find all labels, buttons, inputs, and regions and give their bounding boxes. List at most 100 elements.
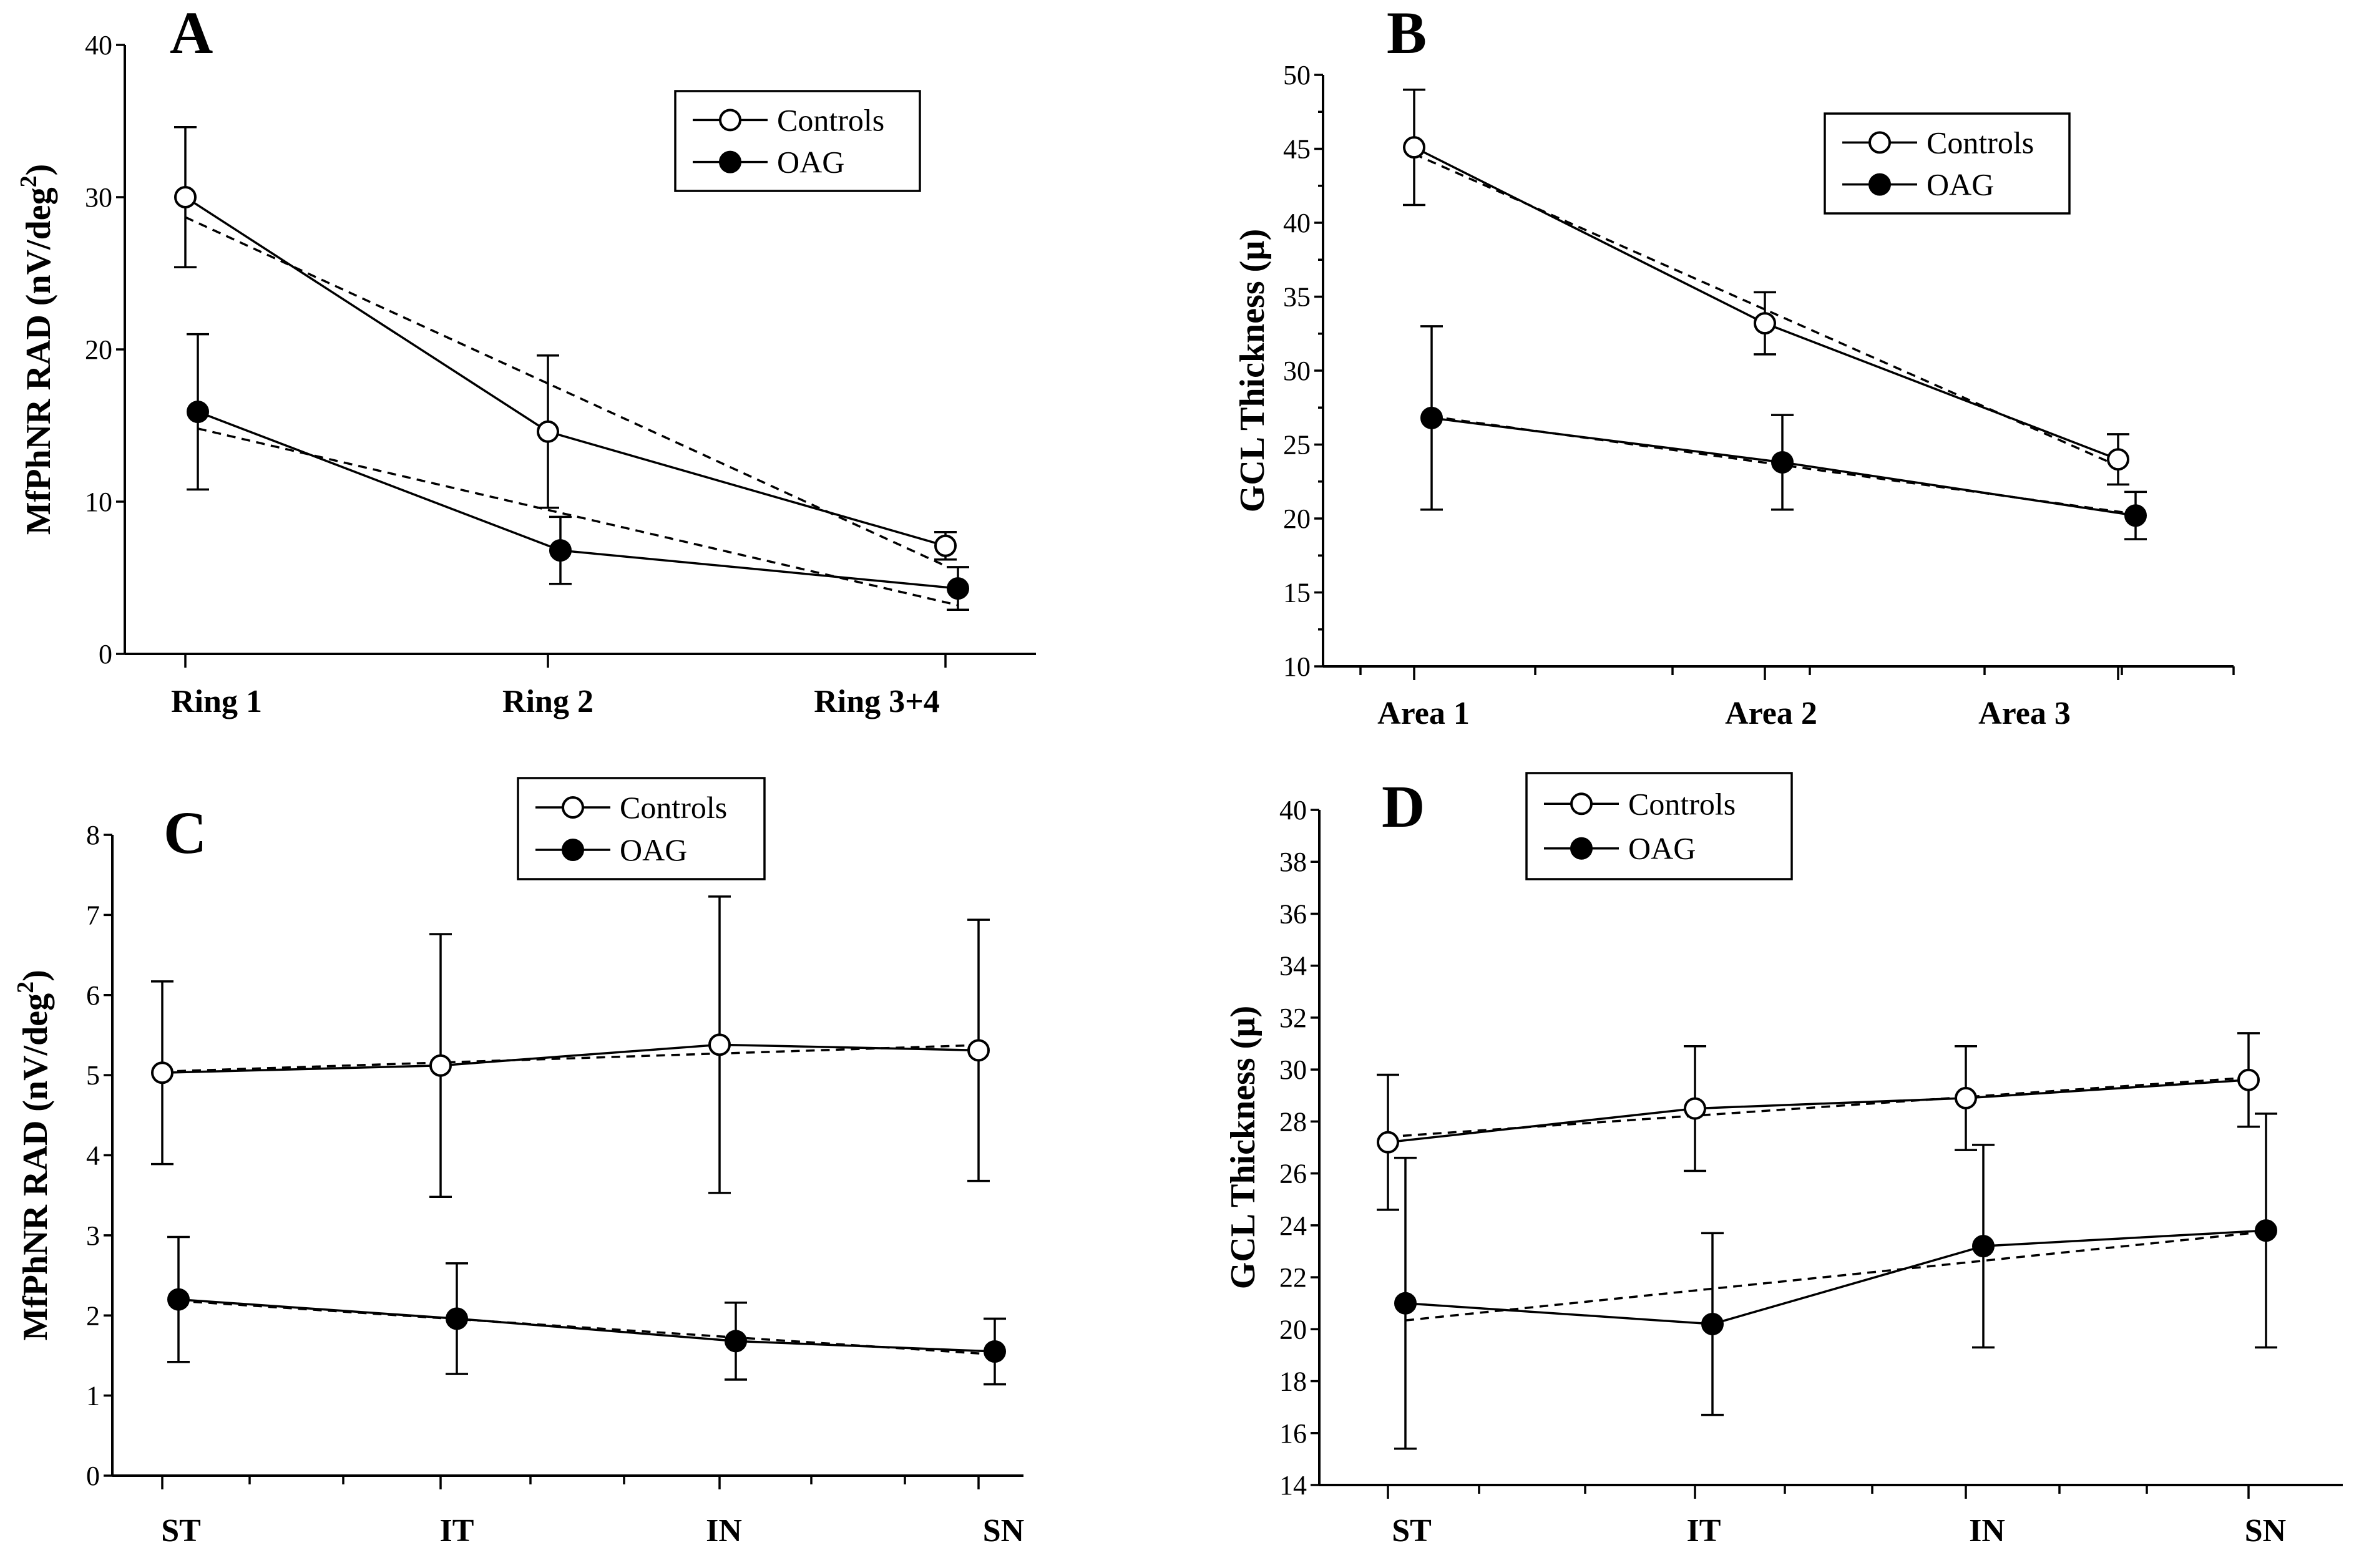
y-tick-label: 34 bbox=[1279, 951, 1307, 981]
data-point-oag bbox=[2255, 1219, 2277, 1242]
trendline-controls bbox=[162, 1044, 979, 1073]
trendline-oag bbox=[178, 1300, 995, 1356]
legend-marker bbox=[719, 109, 741, 132]
y-tick-label: 20 bbox=[1279, 1314, 1307, 1345]
legend-label: Controls bbox=[1628, 786, 1736, 821]
y-tick-label: 26 bbox=[1279, 1159, 1307, 1189]
y-axis-label-main: MfPhNR RAD (nV/deg bbox=[16, 993, 55, 1341]
y-tick-label: 10 bbox=[1283, 651, 1311, 682]
x-category-label: Area 3 bbox=[1978, 696, 2071, 731]
data-point-oag bbox=[1701, 1312, 1724, 1335]
trendline-controls bbox=[1414, 153, 2119, 467]
y-axis-label-superscript: 2 bbox=[16, 175, 42, 187]
series-line-controls bbox=[1387, 1079, 2249, 1144]
legend-box bbox=[1525, 772, 1793, 880]
y-tick-label: 5 bbox=[86, 1060, 100, 1091]
trendline-oag bbox=[197, 427, 959, 606]
y-tick-label: 30 bbox=[1279, 1054, 1307, 1085]
data-point-controls bbox=[1684, 1097, 1706, 1120]
series-line-oag bbox=[178, 1298, 995, 1353]
y-tick-label: 8 bbox=[86, 820, 100, 850]
x-category-label: IN bbox=[706, 1513, 742, 1549]
y-axis-label-main: MfPhNR RAD (nV/deg bbox=[19, 187, 58, 535]
legend-label: OAG bbox=[1927, 167, 1994, 202]
y-tick-label: 2 bbox=[86, 1300, 100, 1331]
data-point-controls bbox=[1377, 1131, 1399, 1154]
x-category-label: SN bbox=[983, 1513, 1024, 1549]
x-category-label: Ring 2 bbox=[502, 684, 593, 719]
y-tick-label: 24 bbox=[1279, 1210, 1307, 1241]
x-category-label: IT bbox=[440, 1513, 474, 1549]
y-tick-label: 1 bbox=[86, 1381, 100, 1411]
y-axis-label-main: GCL Thickness (µ) bbox=[1233, 229, 1272, 512]
legend-label: Controls bbox=[1927, 125, 2034, 160]
y-axis-label: MfPhNR RAD (nV/deg2) bbox=[16, 164, 58, 535]
y-axis-label-main: GCL Thickness (µ) bbox=[1224, 1006, 1263, 1289]
series-line-oag bbox=[197, 411, 959, 590]
data-point-oag bbox=[947, 577, 969, 600]
data-point-controls bbox=[151, 1061, 173, 1084]
data-point-oag bbox=[187, 401, 209, 424]
data-point-oag bbox=[1771, 450, 1794, 474]
y-axis-label: GCL Thickness (µ) bbox=[1233, 229, 1272, 512]
trendline-oag bbox=[1405, 1230, 2267, 1322]
y-tick-label: 38 bbox=[1279, 847, 1307, 877]
y-tick-label: 14 bbox=[1279, 1470, 1307, 1501]
data-point-oag bbox=[2124, 504, 2147, 527]
panel-letter: C bbox=[164, 799, 207, 866]
data-point-oag bbox=[446, 1307, 468, 1330]
data-point-controls bbox=[429, 1054, 452, 1077]
y-tick-label: 22 bbox=[1279, 1262, 1307, 1293]
y-tick-label: 6 bbox=[86, 980, 100, 1011]
y-axis-label-end: ) bbox=[16, 970, 55, 981]
data-point-controls bbox=[1955, 1086, 1977, 1109]
y-axis-label: MfPhNR RAD (nV/deg2) bbox=[12, 970, 55, 1341]
y-tick-label: 40 bbox=[1283, 208, 1311, 238]
legend-label: Controls bbox=[777, 102, 884, 137]
series-line-controls bbox=[162, 1043, 979, 1074]
y-axis-label-superscript: 2 bbox=[12, 981, 39, 993]
y-tick-label: 40 bbox=[85, 30, 112, 61]
trendline-oag bbox=[1431, 415, 2136, 515]
panel-letter: D bbox=[1382, 773, 1425, 840]
y-tick-label: 0 bbox=[99, 639, 112, 670]
legend-label: OAG bbox=[1628, 831, 1696, 866]
data-point-oag bbox=[725, 1330, 747, 1353]
y-tick-label: 25 bbox=[1283, 430, 1311, 460]
data-point-oag bbox=[1972, 1235, 1995, 1258]
x-category-label: Ring 1 bbox=[171, 684, 262, 719]
data-point-oag bbox=[1394, 1292, 1417, 1315]
legend-marker bbox=[1570, 792, 1593, 816]
y-tick-label: 16 bbox=[1279, 1418, 1307, 1449]
data-point-controls bbox=[934, 534, 957, 557]
y-tick-label: 15 bbox=[1283, 578, 1311, 608]
x-category-label: Ring 3+4 bbox=[814, 684, 940, 719]
legend-marker bbox=[1868, 131, 1891, 154]
x-category-label: ST bbox=[1392, 1513, 1432, 1549]
y-tick-label: 30 bbox=[85, 182, 112, 213]
y-tick-label: 20 bbox=[85, 334, 112, 365]
legend-label: OAG bbox=[620, 832, 687, 867]
y-axis-label-end: ) bbox=[19, 164, 58, 176]
legend-box bbox=[517, 777, 766, 880]
legend-marker bbox=[562, 796, 584, 819]
data-point-oag bbox=[167, 1288, 190, 1311]
data-point-controls bbox=[537, 420, 559, 443]
legend-box bbox=[674, 90, 921, 192]
y-tick-label: 35 bbox=[1283, 282, 1311, 313]
y-tick-label: 0 bbox=[86, 1461, 100, 1491]
y-axis-label: GCL Thickness (µ) bbox=[1224, 1006, 1263, 1289]
y-tick-label: 10 bbox=[85, 487, 112, 517]
legend-marker bbox=[562, 839, 584, 862]
y-tick-label: 50 bbox=[1283, 60, 1311, 90]
legend-label: OAG bbox=[777, 145, 844, 180]
data-point-controls bbox=[967, 1039, 990, 1062]
series-line-oag bbox=[1405, 1229, 2267, 1325]
panel-d-chart: 14 16 18 20 22 24 26 28 30 32 34 36 38 40 ST IT IN SN GCL … bbox=[1224, 772, 2343, 1549]
series-line-controls bbox=[185, 196, 946, 547]
y-tick-label: 32 bbox=[1279, 1003, 1307, 1033]
legend-box bbox=[1824, 112, 2071, 215]
data-point-controls bbox=[174, 186, 197, 208]
